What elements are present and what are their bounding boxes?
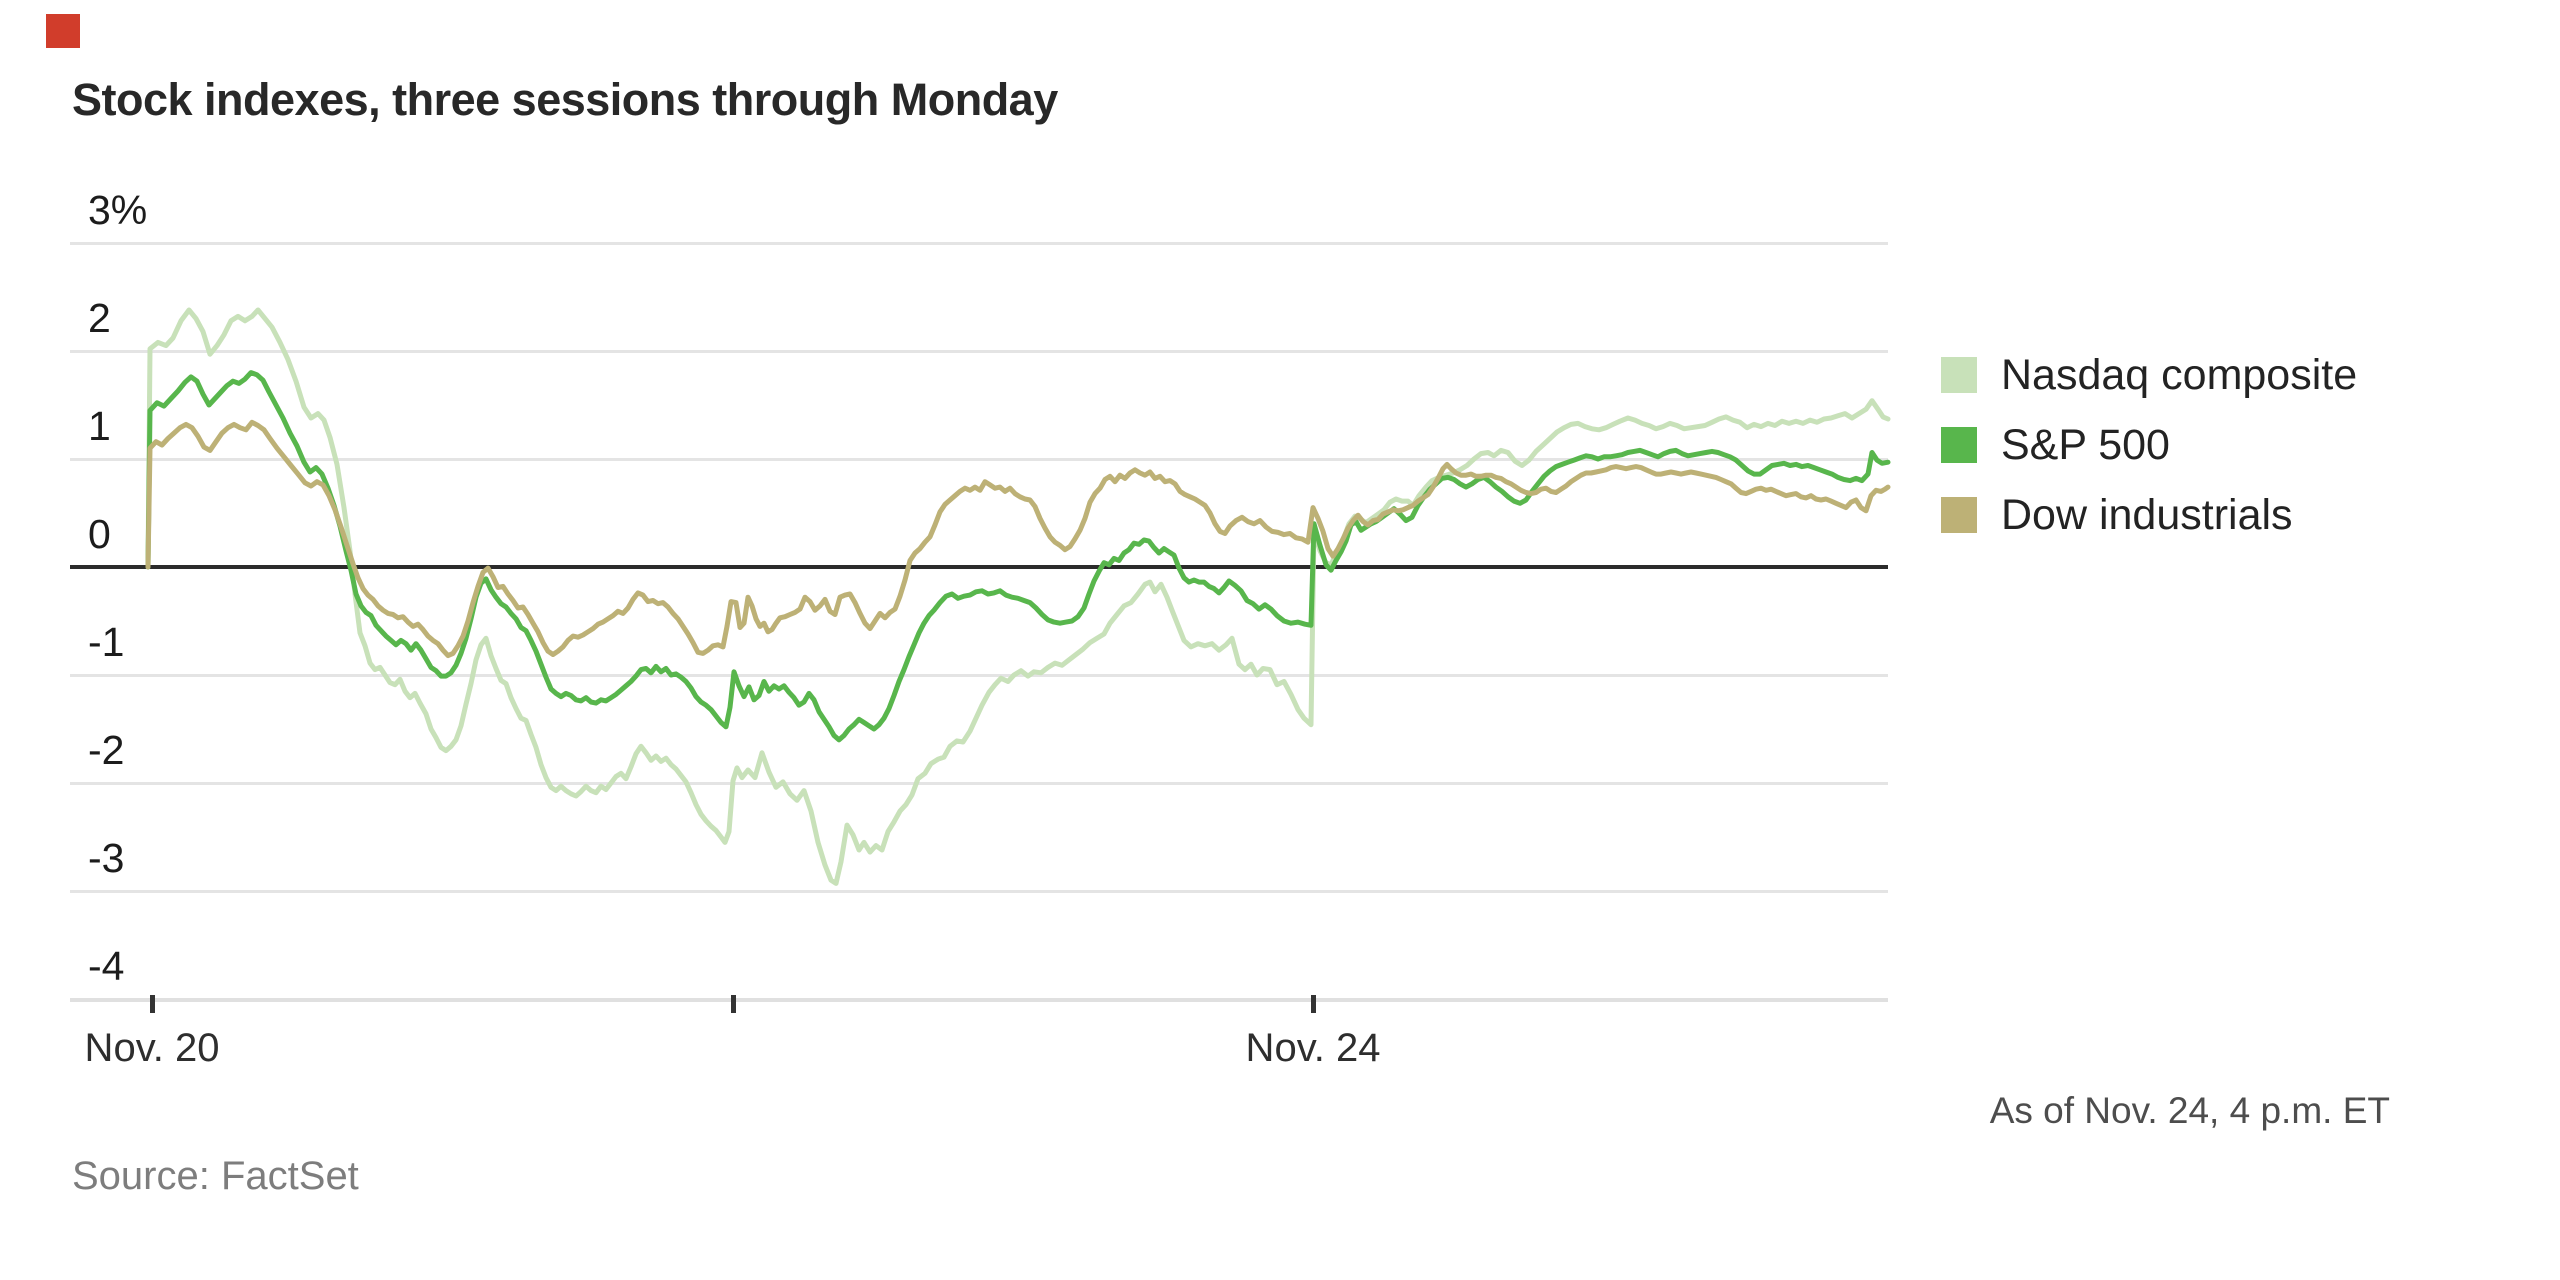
zero-baseline xyxy=(70,565,1888,569)
source-attribution: Source: FactSet xyxy=(72,1154,359,1198)
x-axis-tick xyxy=(731,995,736,1013)
nasdaq-swatch-icon xyxy=(1941,357,1977,393)
series-line-s-p-500 xyxy=(145,370,1891,743)
gridline xyxy=(70,350,1888,353)
as-of-timestamp: As of Nov. 24, 4 p.m. ET xyxy=(1989,1090,2390,1131)
x-axis-tick xyxy=(1311,995,1316,1013)
gridline xyxy=(70,890,1888,893)
chart-title: Stock indexes, three sessions through Mo… xyxy=(72,74,1058,125)
legend-item-nasdaq: Nasdaq composite xyxy=(1941,350,2358,399)
y-axis-label: -4 xyxy=(88,943,125,989)
y-axis-label: 0 xyxy=(88,511,111,557)
x-axis-label: Nov. 24 xyxy=(1245,1026,1381,1070)
y-axis-label: 2 xyxy=(88,295,111,341)
series-line-nasdaq-composite xyxy=(145,307,1891,886)
y-axis-label: 3% xyxy=(88,187,148,233)
y-axis-label: -1 xyxy=(88,619,125,665)
y-axis-label: -2 xyxy=(88,727,125,773)
y-axis-label: -3 xyxy=(88,835,125,881)
x-axis-label: Nov. 20 xyxy=(84,1026,220,1070)
gridline xyxy=(70,782,1888,785)
brand-red-square-icon xyxy=(46,14,80,48)
legend-label-dow: Dow industrials xyxy=(2001,490,2293,539)
legend-label-sp500: S&P 500 xyxy=(2001,420,2170,469)
dow-swatch-icon xyxy=(1941,497,1977,533)
y-axis-label: 1 xyxy=(88,403,111,449)
gridline xyxy=(70,242,1888,245)
legend-item-sp500: S&P 500 xyxy=(1941,420,2357,469)
gridline xyxy=(70,674,1888,677)
legend: Nasdaq composite S&P 500 Dow industrials xyxy=(1941,350,2358,566)
gridline xyxy=(70,458,1888,461)
x-axis-tick xyxy=(150,995,155,1013)
legend-item-dow: Dow industrials xyxy=(1941,490,2357,539)
gridline xyxy=(70,998,1888,1002)
series-line-dow-industrials xyxy=(145,419,1891,659)
sp500-swatch-icon xyxy=(1941,427,1977,463)
legend-label-nasdaq: Nasdaq composite xyxy=(2001,350,2358,399)
